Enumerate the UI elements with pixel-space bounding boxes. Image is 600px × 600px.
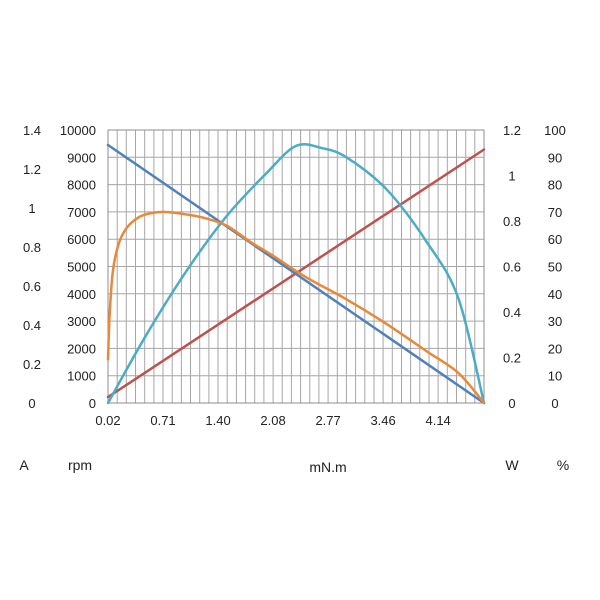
speed-unit-label: rpm — [68, 457, 92, 473]
current-axis-tick-label: 1.4 — [23, 123, 41, 138]
efficiency-axis-tick-label: 70 — [548, 205, 562, 220]
efficiency-axis-tick-label: 50 — [548, 260, 562, 275]
current-axis-tick-label: 0.8 — [23, 240, 41, 255]
current-axis-tick-label: 0.4 — [23, 318, 41, 333]
speed-axis-tick-label: 2000 — [67, 341, 96, 356]
speed-axis-tick-label: 7000 — [67, 205, 96, 220]
speed-series-line — [106, 143, 486, 405]
efficiency-axis-tick-label: 90 — [548, 150, 562, 165]
efficiency-axis-tick-label: 10 — [548, 369, 562, 384]
current-axis-tick-label: 1.2 — [23, 162, 41, 177]
speed-axis-tick-label: 0 — [89, 396, 96, 411]
plot-border — [107, 129, 485, 404]
efficiency-series-line — [106, 210, 486, 405]
speed-axis-tick-label: 6000 — [67, 232, 96, 247]
current-axis-tick-label: 0 — [28, 396, 35, 411]
speed-axis-tick-label: 3000 — [67, 314, 96, 329]
current-unit-label: A — [19, 457, 29, 473]
efficiency-axis-tick-label: 20 — [548, 341, 562, 356]
x-tick-label: 1.40 — [205, 413, 230, 428]
efficiency-axis-tick-label: 0 — [551, 396, 558, 411]
speed-axis-tick-label: 8000 — [67, 178, 96, 193]
efficiency-axis-tick-label: 100 — [544, 123, 566, 138]
current-axis-tick-label: 1 — [28, 201, 35, 216]
speed-axis-tick-label: 1000 — [67, 369, 96, 384]
x-tick-label: 2.08 — [260, 413, 285, 428]
power-series-line — [106, 143, 486, 405]
power-axis-tick-label: 0.8 — [503, 214, 521, 229]
power-axis-tick-label: 1 — [508, 169, 515, 184]
current-axis-tick-label: 0.2 — [23, 357, 41, 372]
x-tick-label: 2.77 — [315, 413, 340, 428]
x-tick-label: 3.46 — [370, 413, 395, 428]
efficiency-axis-tick-label: 40 — [548, 287, 562, 302]
x-tick-label: 0.02 — [95, 413, 120, 428]
efficiency-unit-label: % — [557, 457, 569, 473]
series — [106, 143, 486, 405]
x-tick-label: 0.71 — [150, 413, 175, 428]
axes: 0.02 0.71 1.40 2.08 2.77 3.46 4.1400.20.40.60.… — [23, 123, 566, 428]
power-axis-tick-label: 1.2 — [503, 123, 521, 138]
x-tick-label: 4.14 — [425, 413, 450, 428]
efficiency-axis-tick-label: 30 — [548, 314, 562, 329]
speed-axis-tick-label: 10000 — [60, 123, 96, 138]
current-axis-tick-label: 0.6 — [23, 279, 41, 294]
speed-axis-tick-label: 4000 — [67, 287, 96, 302]
power-axis-tick-label: 0.4 — [503, 305, 521, 320]
power-axis-tick-label: 0.2 — [503, 351, 521, 366]
speed-axis-tick-label: 9000 — [67, 150, 96, 165]
x-axis-label: mN.m — [309, 459, 346, 475]
power-axis-tick-label: 0 — [508, 396, 515, 411]
speed-axis-tick-label: 5000 — [67, 260, 96, 275]
grid — [107, 129, 485, 404]
efficiency-axis-tick-label: 80 — [548, 178, 562, 193]
power-unit-label: W — [505, 457, 519, 473]
efficiency-axis-tick-label: 60 — [548, 232, 562, 247]
power-axis-tick-label: 0.6 — [503, 260, 521, 275]
